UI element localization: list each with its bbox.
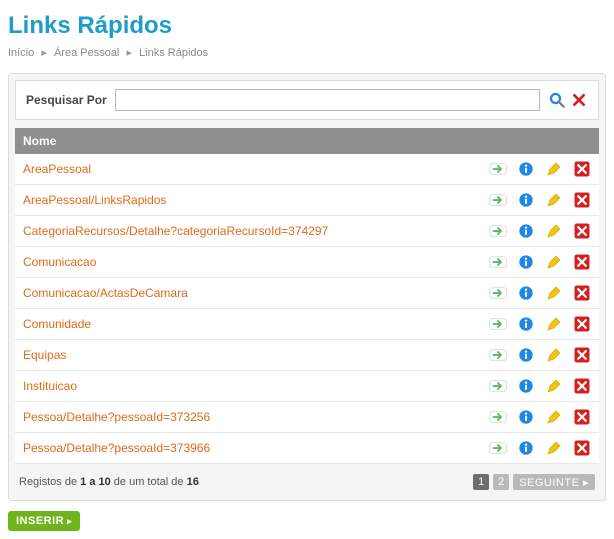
edit-icon[interactable] — [545, 377, 563, 395]
table-row: Instituicao — [15, 371, 599, 402]
breadcrumb-item[interactable]: Área Pessoal — [54, 47, 119, 59]
edit-icon[interactable] — [545, 439, 563, 457]
row-actions — [489, 191, 591, 209]
row-actions — [489, 222, 591, 240]
row-actions — [489, 408, 591, 426]
delete-icon[interactable] — [573, 377, 591, 395]
delete-icon[interactable] — [573, 439, 591, 457]
goto-icon[interactable] — [489, 377, 507, 395]
table-row: Comunidade — [15, 309, 599, 340]
search-row: Pesquisar Por — [15, 80, 599, 120]
row-link[interactable]: Equipas — [23, 348, 489, 362]
goto-icon[interactable] — [489, 191, 507, 209]
edit-icon[interactable] — [545, 315, 563, 333]
row-actions — [489, 253, 591, 271]
info-icon[interactable] — [517, 439, 535, 457]
goto-icon[interactable] — [489, 160, 507, 178]
edit-icon[interactable] — [545, 284, 563, 302]
goto-icon[interactable] — [489, 284, 507, 302]
goto-icon[interactable] — [489, 253, 507, 271]
table-row: Pessoa/Detalhe?pessoaId=373256 — [15, 402, 599, 433]
table-row: Equipas — [15, 340, 599, 371]
goto-icon[interactable] — [489, 408, 507, 426]
table-header: Nome — [15, 128, 599, 154]
row-actions — [489, 346, 591, 364]
edit-icon[interactable] — [545, 253, 563, 271]
pager: 12SEGUINTE ▸ — [473, 474, 595, 490]
row-link[interactable]: Pessoa/Detalhe?pessoaId=373256 — [23, 410, 489, 424]
info-icon[interactable] — [517, 253, 535, 271]
page-title: Links Rápidos — [8, 12, 606, 40]
breadcrumb-item: Links Rápidos — [139, 47, 208, 59]
links-table: Nome AreaPessoal AreaPessoal/LinksRapidos… — [15, 128, 599, 464]
row-link[interactable]: Comunicacao/ActasDeCamara — [23, 286, 489, 300]
table-row: CategoriaRecursos/Detalhe?categoriaRecur… — [15, 216, 599, 247]
clear-search-icon[interactable] — [570, 91, 588, 109]
table-row: Comunicacao/ActasDeCamara — [15, 278, 599, 309]
search-label: Pesquisar Por — [26, 93, 107, 107]
delete-icon[interactable] — [573, 408, 591, 426]
main-panel: Pesquisar Por Nome AreaPessoal AreaPessoa… — [8, 73, 606, 501]
row-actions — [489, 315, 591, 333]
table-row: AreaPessoal — [15, 154, 599, 185]
row-actions — [489, 439, 591, 457]
info-icon[interactable] — [517, 160, 535, 178]
search-icon[interactable] — [548, 91, 566, 109]
info-icon[interactable] — [517, 315, 535, 333]
row-actions — [489, 284, 591, 302]
edit-icon[interactable] — [545, 191, 563, 209]
edit-icon[interactable] — [545, 160, 563, 178]
edit-icon[interactable] — [545, 408, 563, 426]
row-actions — [489, 377, 591, 395]
delete-icon[interactable] — [573, 222, 591, 240]
delete-icon[interactable] — [573, 346, 591, 364]
breadcrumb-item[interactable]: Início — [8, 47, 34, 59]
table-row: Comunicacao — [15, 247, 599, 278]
info-icon[interactable] — [517, 346, 535, 364]
pager-page[interactable]: 2 — [493, 474, 509, 490]
breadcrumb: Início ▸ Área Pessoal ▸ Links Rápidos — [8, 46, 606, 59]
info-icon[interactable] — [517, 191, 535, 209]
pager-page[interactable]: 1 — [473, 474, 489, 490]
goto-icon[interactable] — [489, 222, 507, 240]
info-icon[interactable] — [517, 377, 535, 395]
row-actions — [489, 160, 591, 178]
delete-icon[interactable] — [573, 191, 591, 209]
chevron-right-icon: ▸ — [67, 516, 72, 527]
insert-button[interactable]: INSERIR▸ — [8, 511, 80, 531]
delete-icon[interactable] — [573, 160, 591, 178]
row-link[interactable]: Comunicacao — [23, 255, 489, 269]
pager-next[interactable]: SEGUINTE ▸ — [513, 474, 595, 490]
row-link[interactable]: Comunidade — [23, 317, 489, 331]
table-row: AreaPessoal/LinksRapidos — [15, 185, 599, 216]
breadcrumb-sep: ▸ — [126, 47, 132, 59]
breadcrumb-sep: ▸ — [41, 47, 47, 59]
records-text: Registos de 1 a 10 de um total de 16 — [19, 476, 199, 488]
row-link[interactable]: AreaPessoal/LinksRapidos — [23, 193, 489, 207]
goto-icon[interactable] — [489, 346, 507, 364]
delete-icon[interactable] — [573, 315, 591, 333]
delete-icon[interactable] — [573, 253, 591, 271]
table-footer: Registos de 1 a 10 de um total de 16 12S… — [15, 464, 599, 494]
info-icon[interactable] — [517, 284, 535, 302]
info-icon[interactable] — [517, 222, 535, 240]
row-link[interactable]: CategoriaRecursos/Detalhe?categoriaRecur… — [23, 224, 489, 238]
edit-icon[interactable] — [545, 222, 563, 240]
row-link[interactable]: Instituicao — [23, 379, 489, 393]
row-link[interactable]: Pessoa/Detalhe?pessoaId=373966 — [23, 441, 489, 455]
goto-icon[interactable] — [489, 315, 507, 333]
delete-icon[interactable] — [573, 284, 591, 302]
info-icon[interactable] — [517, 408, 535, 426]
goto-icon[interactable] — [489, 439, 507, 457]
row-link[interactable]: AreaPessoal — [23, 162, 489, 176]
table-row: Pessoa/Detalhe?pessoaId=373966 — [15, 433, 599, 464]
search-input[interactable] — [115, 89, 540, 111]
edit-icon[interactable] — [545, 346, 563, 364]
